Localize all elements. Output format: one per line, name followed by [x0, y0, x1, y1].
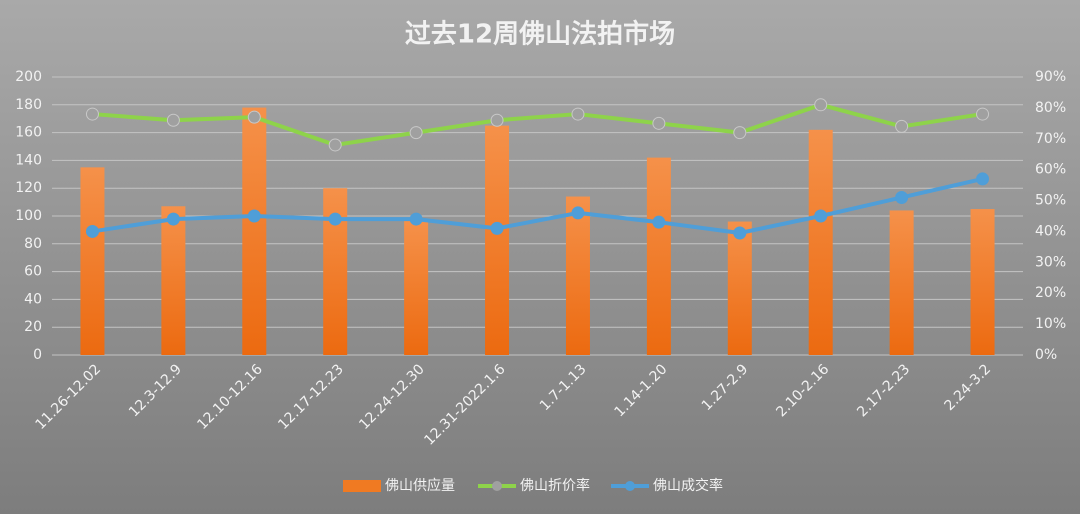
y2-tick-label: 30% — [1035, 254, 1066, 270]
y-tick-label: 200 — [15, 69, 42, 85]
legend-swatch — [625, 481, 635, 491]
point — [571, 107, 585, 121]
point — [733, 126, 747, 140]
y-tick-label: 180 — [15, 97, 42, 113]
y-tick-label: 40 — [24, 291, 42, 307]
bar — [727, 221, 752, 355]
point — [976, 172, 990, 186]
point — [652, 215, 666, 229]
legend-swatch — [492, 481, 502, 491]
bar — [889, 210, 914, 355]
legend-swatch — [343, 480, 381, 492]
y-tick-label: 120 — [15, 180, 42, 196]
point — [814, 98, 828, 112]
point — [328, 138, 342, 152]
point — [814, 209, 828, 223]
point — [895, 119, 909, 133]
y-tick-label: 160 — [15, 125, 42, 141]
y-tick-label: 140 — [15, 152, 42, 168]
bar — [404, 220, 429, 355]
point — [895, 190, 909, 204]
y2-tick-label: 70% — [1035, 131, 1066, 147]
point — [166, 113, 180, 127]
y2-tick-label: 10% — [1035, 316, 1066, 332]
line — [92, 176, 983, 235]
y-tick-label: 0 — [33, 347, 42, 363]
y2-tick-label: 50% — [1035, 193, 1066, 209]
y-tick-label: 20 — [24, 319, 42, 335]
point — [247, 209, 261, 223]
y2-tick-label: 20% — [1035, 285, 1066, 301]
point — [85, 107, 99, 121]
point — [490, 113, 504, 127]
y2-tick-label: 0% — [1035, 347, 1057, 363]
y2-tick-label: 40% — [1035, 223, 1066, 239]
line — [92, 102, 983, 147]
y-tick-label: 60 — [24, 264, 42, 280]
y2-tick-label: 80% — [1035, 100, 1066, 116]
chart-title: 过去12周佛山法拍市场 — [405, 19, 675, 50]
bar — [970, 209, 995, 355]
bar — [161, 206, 186, 355]
bar — [565, 196, 590, 355]
bar — [485, 125, 510, 356]
point — [976, 107, 990, 121]
point — [166, 212, 180, 226]
point — [571, 206, 585, 220]
point — [733, 226, 747, 240]
y2-tick-label: 60% — [1035, 162, 1066, 178]
legend-label: 佛山折价率 — [520, 477, 590, 494]
y2-tick-label: 90% — [1035, 69, 1066, 85]
legend-label: 佛山成交率 — [653, 477, 723, 494]
y-tick-label: 80 — [24, 236, 42, 252]
point — [409, 212, 423, 226]
point — [409, 126, 423, 140]
point — [652, 116, 666, 130]
y-tick-label: 100 — [15, 208, 42, 224]
bar — [808, 129, 833, 355]
point — [490, 221, 504, 235]
point — [328, 212, 342, 226]
legend-label: 佛山供应量 — [385, 477, 455, 494]
bar — [646, 157, 671, 355]
bar — [242, 107, 267, 355]
bar — [80, 167, 105, 355]
point — [85, 224, 99, 238]
point — [247, 110, 261, 124]
